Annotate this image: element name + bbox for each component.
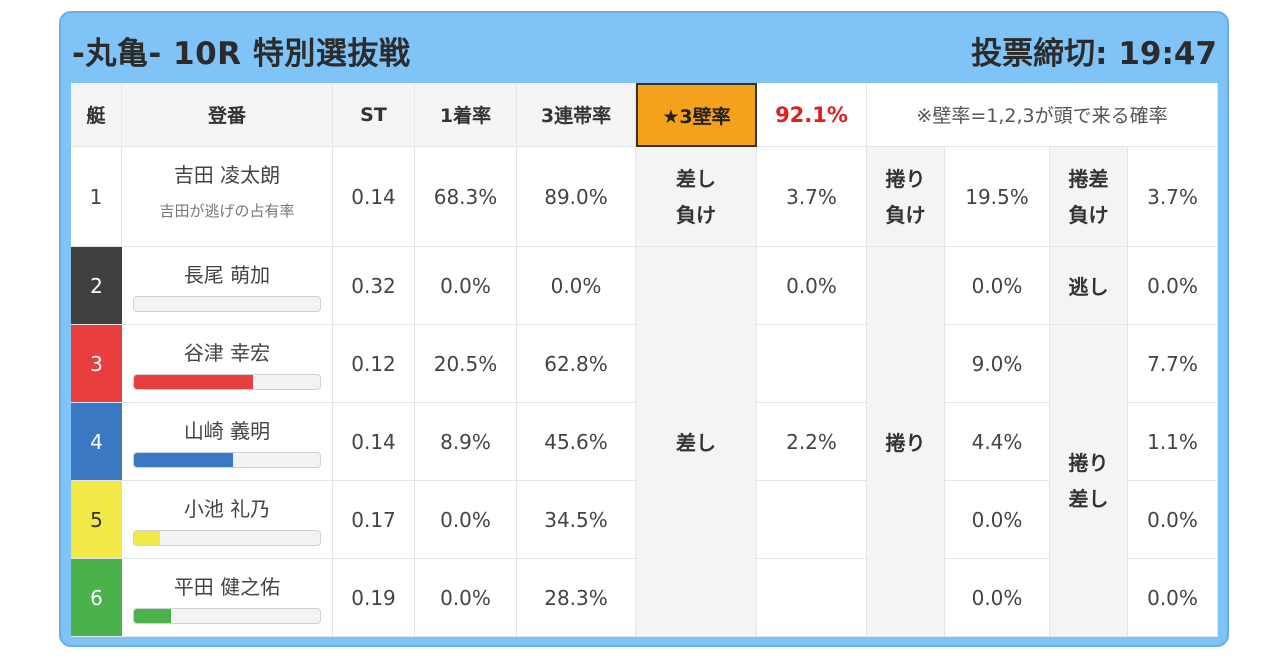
lane-6-badge: 6 <box>71 559 122 637</box>
racer-2: 長尾 萌加 <box>122 247 333 325</box>
first-rate-value: 0.0% <box>415 481 517 559</box>
sashi-value-4: 2.2% <box>757 403 867 481</box>
makuri-value-2: 0.0% <box>945 247 1050 325</box>
makuri-value-4: 4.4% <box>945 403 1050 481</box>
first-rate-value: 0.0% <box>415 247 517 325</box>
makuri-sashi-label: 捲り 差し <box>1050 325 1128 637</box>
makurizashi-make-value: 3.7% <box>1128 147 1218 247</box>
makuri-sashi-value-4: 1.1% <box>1128 403 1218 481</box>
st-value: 0.12 <box>333 325 415 403</box>
st-value: 0.32 <box>333 247 415 325</box>
wall-rate-note: ※壁率=1,2,3が頭で来る確率 <box>867 83 1218 147</box>
win-rate-bar-fill <box>134 609 172 623</box>
racer-name: 谷津 幸宏 <box>183 341 271 365</box>
st-value: 0.14 <box>333 147 415 247</box>
sashi-value-2: 0.0% <box>757 247 867 325</box>
win-rate-bar <box>133 374 321 390</box>
first-rate-value: 8.9% <box>415 403 517 481</box>
racer-name: 吉田 凌太朗 <box>173 163 281 187</box>
lane-2-badge: 2 <box>71 247 122 325</box>
sashi-label: 差し <box>636 247 757 637</box>
lane-5-badge: 5 <box>71 481 122 559</box>
sashi-make-label: 差し 負け <box>636 147 757 247</box>
sashi-value-6 <box>757 559 867 637</box>
racer-name: 山崎 義明 <box>183 419 271 443</box>
header-racer: 登番 <box>122 83 333 147</box>
makurizashi-make-label: 捲差 負け <box>1050 147 1128 247</box>
wall-rate-value: 92.1% <box>757 83 867 147</box>
st-value: 0.19 <box>333 559 415 637</box>
race-title: -丸亀- 10R 特別選抜戦 <box>72 36 411 72</box>
lane-1-badge: 1 <box>71 147 122 247</box>
sashi-value-5 <box>757 481 867 559</box>
makuri-make-label: 捲り 負け <box>867 147 945 247</box>
st-value: 0.14 <box>333 403 415 481</box>
makuri-value-5: 0.0% <box>945 481 1050 559</box>
first-rate-value: 20.5% <box>415 325 517 403</box>
top3-rate-value: 89.0% <box>517 147 636 247</box>
st-value: 0.17 <box>333 481 415 559</box>
racer-1: 吉田 凌太朗 吉田が逃げの占有率 <box>122 147 333 247</box>
racer-4: 山崎 義明 <box>122 403 333 481</box>
win-rate-bar <box>133 452 321 468</box>
top3-rate-value: 45.6% <box>517 403 636 481</box>
makuri-value-3: 9.0% <box>945 325 1050 403</box>
wall-rate-label: ★3壁率 <box>636 83 757 147</box>
top3-rate-value: 62.8% <box>517 325 636 403</box>
racer-note: 吉田が逃げの占有率 <box>159 202 295 220</box>
lane-4-badge: 4 <box>71 403 122 481</box>
racer-name: 長尾 萌加 <box>183 263 271 287</box>
makuri-sashi-value-5: 0.0% <box>1128 481 1218 559</box>
header-lane: 艇 <box>71 83 122 147</box>
makuri-label: 捲り <box>867 247 945 637</box>
first-rate-value: 68.3% <box>415 147 517 247</box>
makuri-make-value: 19.5% <box>945 147 1050 247</box>
top3-rate-value: 0.0% <box>517 247 636 325</box>
header-top3-rate: 3連帯率 <box>517 83 636 147</box>
win-rate-bar <box>133 530 321 546</box>
lane-3-badge: 3 <box>71 325 122 403</box>
sashi-value-3 <box>757 325 867 403</box>
header-first-rate: 1着率 <box>415 83 517 147</box>
sashi-make-value: 3.7% <box>757 147 867 247</box>
top3-rate-value: 28.3% <box>517 559 636 637</box>
racer-6: 平田 健之佑 <box>122 559 333 637</box>
makuri-sashi-value-6: 0.0% <box>1128 559 1218 637</box>
betting-deadline: 投票締切: 19:47 <box>971 36 1217 72</box>
top3-rate-value: 34.5% <box>517 481 636 559</box>
racer-name: 小池 礼乃 <box>183 497 271 521</box>
racer-3: 谷津 幸宏 <box>122 325 333 403</box>
win-rate-bar-fill <box>134 375 254 389</box>
makuri-value-6: 0.0% <box>945 559 1050 637</box>
nigashi-label: 逃し <box>1050 247 1128 325</box>
racer-name: 平田 健之佑 <box>173 575 281 599</box>
nigashi-value: 0.0% <box>1128 247 1218 325</box>
win-rate-bar-fill <box>134 531 161 545</box>
makuri-sashi-value-3: 7.7% <box>1128 325 1218 403</box>
racer-5: 小池 礼乃 <box>122 481 333 559</box>
win-rate-bar-fill <box>134 453 233 467</box>
win-rate-bar <box>133 608 321 624</box>
first-rate-value: 0.0% <box>415 559 517 637</box>
win-rate-bar <box>133 296 321 312</box>
header-st: ST <box>333 83 415 147</box>
